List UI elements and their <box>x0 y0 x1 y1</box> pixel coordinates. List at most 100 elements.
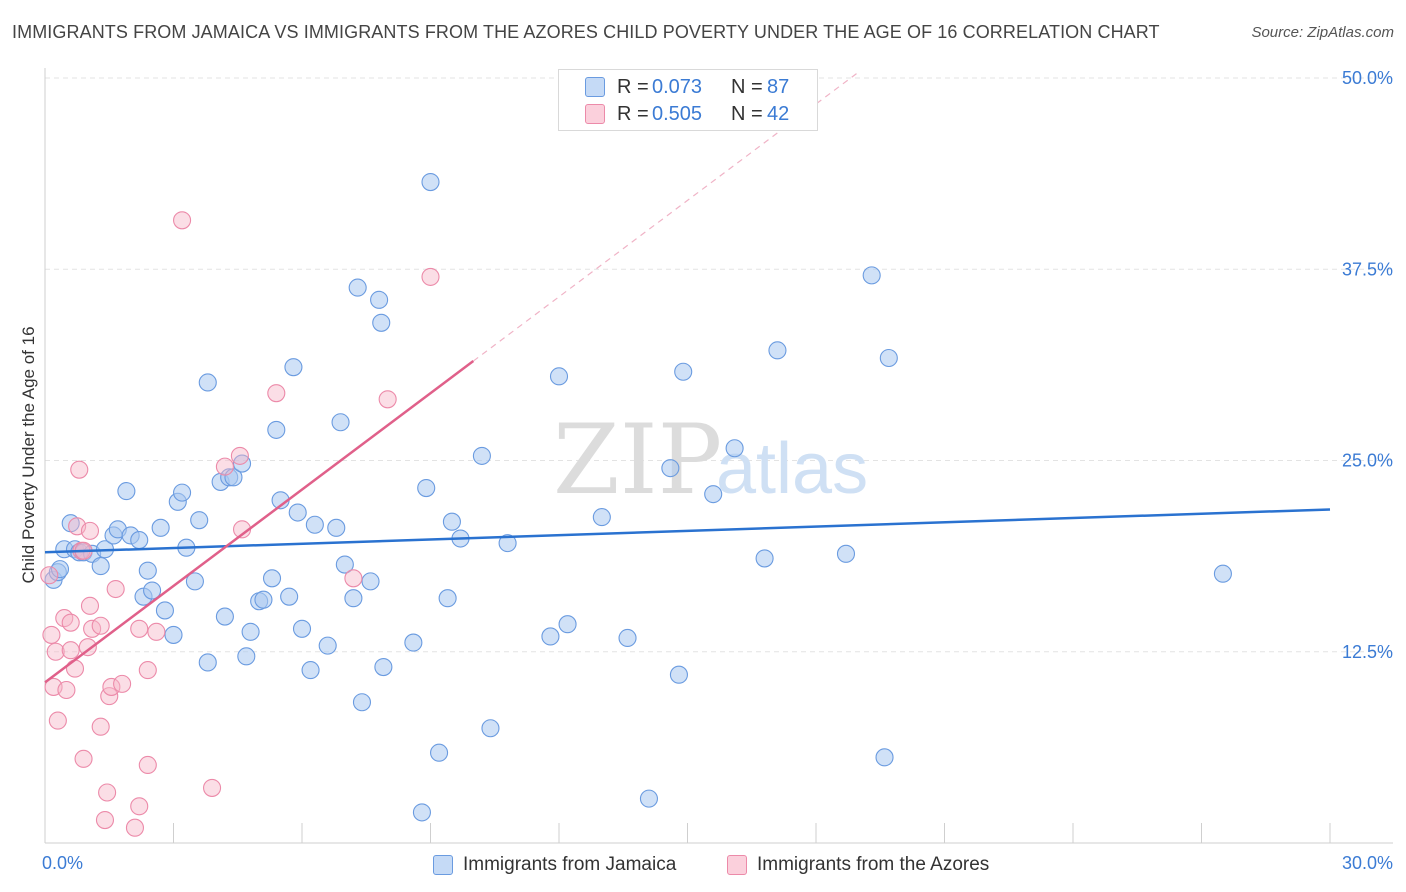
azores-point <box>267 384 286 403</box>
azores-point <box>102 677 121 696</box>
bottom-legend-label-jamaica: Immigrants from Jamaica <box>463 854 677 875</box>
azores-point <box>70 460 89 479</box>
jamaica-point <box>417 478 436 498</box>
jamaica-point <box>335 555 354 574</box>
jamaica-point <box>318 636 337 655</box>
jamaica-trend-line <box>44 508 1331 554</box>
jamaica-point <box>190 511 209 530</box>
legend-n-value: 42 <box>767 102 790 125</box>
azores-point <box>130 797 149 816</box>
legend-r-label: R = <box>617 75 649 98</box>
jamaica-point <box>592 508 611 527</box>
jamaica-point <box>1213 564 1232 583</box>
azores-point <box>78 638 97 657</box>
legend-n-label: N = <box>731 102 763 125</box>
gridlines <box>45 77 1393 653</box>
source-label: Source: ZipAtlas.com <box>1251 24 1394 41</box>
jamaica-point <box>262 569 282 588</box>
azores-point <box>113 674 132 693</box>
jamaica-point <box>50 560 70 579</box>
azores-point <box>48 711 67 730</box>
bottom-legend-azores: Immigrants from the Azores <box>727 852 989 878</box>
azores-point <box>61 613 80 632</box>
legend-row-azores: R = 0.505 N = 42 <box>559 100 817 128</box>
azores-point <box>130 619 149 638</box>
jamaica-point <box>836 544 856 563</box>
jamaica-point <box>372 313 391 332</box>
azores-point <box>91 717 110 736</box>
azores-point <box>74 749 93 768</box>
jamaica-point <box>155 601 174 620</box>
jamaica-point <box>875 748 894 767</box>
jamaica-point <box>327 518 346 537</box>
y-tick-label: 37.5% <box>1342 259 1393 279</box>
jamaica-point <box>352 693 372 712</box>
jamaica-point <box>374 657 393 677</box>
jamaica-point <box>879 348 898 368</box>
jamaica-point <box>301 661 320 680</box>
jamaica-point <box>117 482 136 501</box>
azores-point <box>98 783 117 802</box>
azores-point <box>138 755 157 775</box>
jamaica-point <box>704 485 723 504</box>
azores-point <box>173 211 192 230</box>
jamaica-point <box>292 619 312 638</box>
jamaica-point <box>331 413 350 432</box>
y-tick-label: 12.5% <box>1342 642 1393 662</box>
jamaica-point <box>198 373 217 392</box>
axes <box>44 68 1393 844</box>
azores-point <box>215 457 234 476</box>
jamaica-point <box>280 587 299 606</box>
jamaica-point <box>498 534 517 553</box>
jamaica-point <box>138 561 157 580</box>
azores-point <box>138 661 157 680</box>
correlation-legend: R = 0.073 N = 87 R = 0.505 N = 42 <box>558 69 818 131</box>
jamaica-point <box>348 278 367 297</box>
chart-title: IMMIGRANTS FROM JAMAICA VS IMMIGRANTS FR… <box>12 22 1160 42</box>
jamaica-point <box>639 789 659 808</box>
jamaica-point <box>143 581 162 600</box>
jamaica-point <box>725 439 744 458</box>
legend-swatch-azores <box>585 104 605 124</box>
legend-row-jamaica: R = 0.073 N = 87 <box>559 73 817 101</box>
tick-labels: 12.5% 25.0% 37.5% 50.0% 0.0% 30.0% <box>42 68 1393 873</box>
bottom-legend-label-azores: Immigrants from the Azores <box>757 854 990 875</box>
legend-n-label: N = <box>731 75 763 98</box>
jamaica-point <box>198 653 217 672</box>
azores-point <box>65 659 85 678</box>
azores-point <box>106 579 125 599</box>
jamaica-point <box>361 572 380 591</box>
jamaica-point <box>669 665 688 684</box>
jamaica-point <box>232 454 252 473</box>
jamaica-point <box>237 647 256 666</box>
jamaica-point <box>549 367 569 386</box>
watermark-zip: ZIP <box>553 404 722 516</box>
jamaica-point <box>862 266 881 285</box>
legend-swatch-jamaica <box>585 77 605 97</box>
y-axis-label: Child Poverty Under the Age of 16 <box>19 326 38 583</box>
azores-point <box>46 642 65 661</box>
watermark: ZIP atlas <box>553 404 868 516</box>
azores-point <box>80 596 100 615</box>
x-tick-label: 0.0% <box>42 853 83 873</box>
azores-point <box>91 616 110 635</box>
bottom-legend-swatch-azores <box>727 855 747 875</box>
legend-r-value: 0.073 <box>652 75 703 98</box>
azores-point <box>344 569 363 588</box>
jamaica-point <box>661 459 680 478</box>
azores-point <box>147 622 166 641</box>
legend-r-label: R = <box>617 102 649 125</box>
bottom-legend-swatch-jamaica <box>433 855 453 875</box>
jamaica-points <box>44 172 1232 822</box>
azores-points <box>40 211 440 837</box>
azores-point <box>378 390 397 409</box>
y-tick-label: 50.0% <box>1342 68 1393 88</box>
azores-point <box>230 446 249 465</box>
y-tick-label: 25.0% <box>1342 451 1393 471</box>
jamaica-point <box>481 719 500 738</box>
jamaica-point <box>91 557 110 576</box>
azores-point <box>57 680 76 700</box>
jamaica-point <box>173 483 192 502</box>
